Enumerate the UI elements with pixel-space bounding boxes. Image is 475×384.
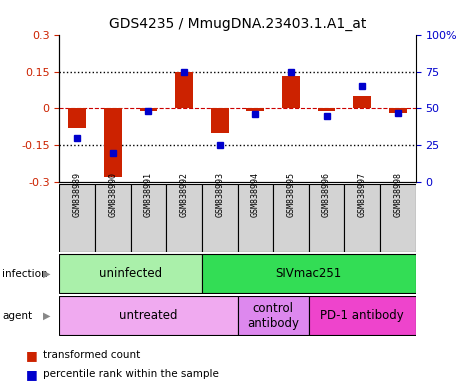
Bar	[131, 184, 166, 252]
Text: GSM838989: GSM838989	[73, 172, 82, 217]
Bar	[318, 109, 335, 111]
Bar	[59, 296, 238, 335]
Text: ■: ■	[26, 349, 38, 362]
Bar	[68, 109, 86, 128]
Bar	[282, 76, 300, 109]
Text: uninfected: uninfected	[99, 267, 162, 280]
Text: untreated: untreated	[119, 310, 178, 322]
Bar	[59, 184, 95, 252]
Text: SIVmac251: SIVmac251	[276, 267, 342, 280]
Bar	[247, 109, 264, 111]
Bar	[389, 109, 407, 113]
Text: PD-1 antibody: PD-1 antibody	[320, 310, 404, 322]
Text: GSM838994: GSM838994	[251, 172, 260, 217]
Text: GSM838993: GSM838993	[215, 172, 224, 217]
Bar	[309, 184, 344, 252]
Text: agent: agent	[2, 311, 32, 321]
Bar	[202, 254, 416, 293]
Text: ▶: ▶	[43, 311, 50, 321]
Text: infection: infection	[2, 268, 48, 279]
Text: control
antibody: control antibody	[247, 302, 299, 330]
Bar	[238, 296, 309, 335]
Text: GSM838990: GSM838990	[108, 172, 117, 217]
Text: GSM838992: GSM838992	[180, 172, 189, 217]
Bar	[309, 296, 416, 335]
Text: ■: ■	[26, 368, 38, 381]
Bar	[140, 109, 157, 111]
Text: percentile rank within the sample: percentile rank within the sample	[43, 369, 218, 379]
Bar	[273, 184, 309, 252]
Bar	[175, 72, 193, 109]
Bar	[202, 184, 238, 252]
Text: transformed count: transformed count	[43, 350, 140, 360]
Bar	[95, 184, 131, 252]
Text: GSM838998: GSM838998	[393, 172, 402, 217]
Bar	[344, 184, 380, 252]
Text: GSM838997: GSM838997	[358, 172, 367, 217]
Bar	[211, 109, 228, 133]
Bar	[166, 184, 202, 252]
Bar	[59, 254, 202, 293]
Title: GDS4235 / MmugDNA.23403.1.A1_at: GDS4235 / MmugDNA.23403.1.A1_at	[109, 17, 366, 31]
Bar	[353, 96, 371, 109]
Text: GSM838996: GSM838996	[322, 172, 331, 217]
Bar	[380, 184, 416, 252]
Text: GSM838991: GSM838991	[144, 172, 153, 217]
Text: GSM838995: GSM838995	[286, 172, 295, 217]
Bar	[238, 184, 273, 252]
Text: ▶: ▶	[43, 268, 50, 279]
Bar	[104, 109, 122, 177]
